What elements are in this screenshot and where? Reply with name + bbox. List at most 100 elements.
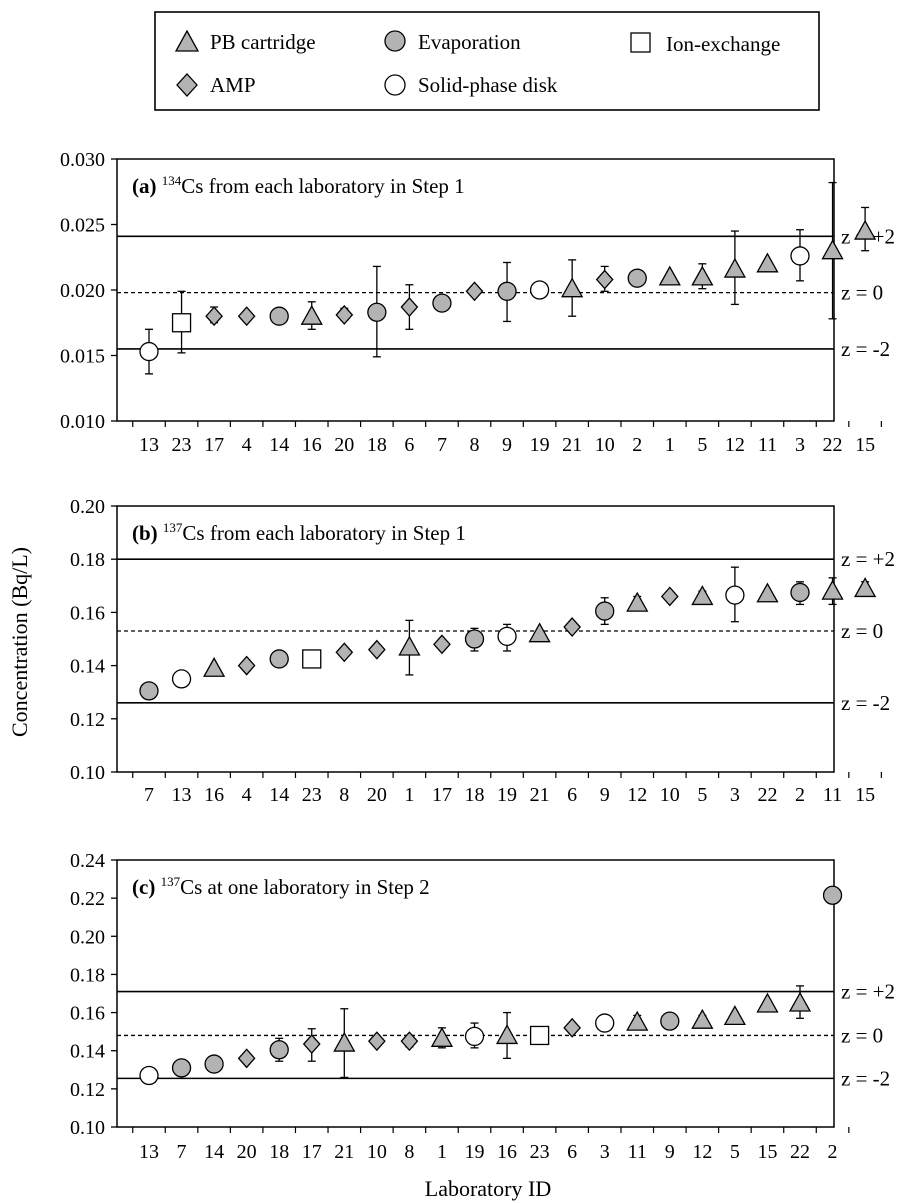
chart-panel-2: 0.10 0.12 0.14 0.16 0.18 0.20 z = +2 z = 0 z = -… [70,496,895,806]
x-tick-label: 11 [628,1141,647,1163]
x-tick-label: 12 [627,784,647,806]
reference-line-label: z = +2 [841,547,895,571]
y-tick-label: 0.16 [70,602,105,624]
data-point-lab-12 [626,591,649,612]
data-point-lab-15 [853,577,877,598]
data-point-lab-2 [822,885,843,905]
marker-evap [204,1054,224,1074]
plot-frame [116,505,835,773]
x-tick-label: 10 [660,784,680,806]
data-point-lab-10 [367,1031,386,1052]
x-tick-label: 18 [367,434,387,456]
data-point-lab-10 [595,265,614,292]
x-tick-label: 19 [465,1141,485,1163]
marker-evap [269,649,289,669]
panels: 0.010 0.015 0.020 0.025 0.030 z = +2 z = 0 z = … [60,149,895,1163]
x-tick-label: 13 [139,434,159,456]
y-tick-label: 0.16 [70,1003,105,1025]
y-tick-label: 0.22 [70,888,105,910]
reference-line-label: z = +2 [841,980,895,1004]
data-point-lab-22 [821,181,844,320]
x-tick-label: 22 [790,1141,810,1163]
data-point-lab-10 [660,586,679,607]
x-tick-label: 8 [404,1141,414,1163]
marker-amp [563,617,582,638]
data-point-lab-12 [691,1008,714,1029]
data-point-lab-13 [139,1065,159,1086]
x-tick-label: 13 [172,784,192,806]
x-tick-label: 11 [823,784,842,806]
data-point-lab-16 [300,301,323,330]
legend-ion-label: Ion-exchange [666,32,780,56]
data-point-lab-14 [269,306,289,326]
marker-amp [237,306,256,327]
x-tick-label: 4 [242,784,252,806]
y-tick-label: 0.14 [70,656,105,678]
x-tick-label: 12 [725,434,745,456]
x-tick-label: 19 [497,784,517,806]
data-point-lab-21 [528,622,551,643]
data-point-lab-20 [237,1048,256,1069]
data-point-lab-11 [821,577,844,606]
data-point-lab-13 [171,669,192,689]
x-tick-label: 6 [567,1141,577,1163]
y-tick-label: 0.12 [70,1079,105,1101]
data-point-lab-20 [367,639,386,660]
data-point-lab-2 [627,268,647,288]
marker-pb [691,265,714,286]
marker-spd [790,246,810,266]
data-point-lab-17 [302,1028,321,1062]
data-point-lab-15 [853,206,877,252]
legend-ion-marker-icon [630,32,651,53]
data-point-lab-5 [691,263,714,290]
marker-pb [495,1024,519,1045]
marker-pb [821,579,844,600]
x-tick-label: 17 [302,1141,322,1163]
data-point-lab-5 [691,585,714,606]
marker-ion [529,1025,550,1046]
y-tick-label: 0.030 [60,149,105,171]
marker-amp [335,304,354,325]
marker-pb [821,239,844,260]
data-point-lab-21 [333,1008,356,1079]
legend-amp-label: AMP [210,73,256,97]
x-tick-label: 23 [302,784,322,806]
marker-pb [202,656,226,677]
marker-spd [497,626,517,646]
y-tick-label: 0.020 [60,280,105,302]
data-point-lab-7 [171,1058,192,1078]
reference-line-label: z = 0 [841,619,883,643]
x-tick-label: 3 [730,784,740,806]
marker-evap [269,1040,289,1060]
marker-amp [367,639,386,660]
legend-spd-label: Solid-phase disk [418,73,558,97]
x-tick-label: 17 [432,784,452,806]
marker-pb [853,577,877,598]
reference-line-label: z = 0 [841,281,883,305]
x-tick-label: 6 [404,434,414,456]
legend-pb-label: PB cartridge [210,30,316,54]
x-tick-label: 2 [795,784,805,806]
reference-line-label: z = -2 [841,691,890,715]
marker-pb [756,252,779,273]
x-tick-label: 18 [465,784,485,806]
y-tick-label: 0.24 [70,850,105,872]
x-tick-label: 1 [437,1141,447,1163]
marker-evap [432,293,452,313]
marker-evap [171,1058,192,1078]
data-point-lab-17 [433,634,451,655]
legend-evap-label: Evaporation [418,30,521,54]
x-tick-label: 1 [665,434,675,456]
y-tick-label: 0.12 [70,709,105,731]
data-point-lab-16 [495,1011,519,1059]
x-tick-label: 5 [697,434,707,456]
marker-spd [464,1026,485,1047]
x-tick-label: 9 [665,1141,675,1163]
x-tick-label: 5 [697,784,707,806]
marker-spd [595,1013,615,1033]
y-tick-label: 0.14 [70,1041,105,1063]
panel-title: (b) 137Cs from each laboratory in Step 1 [132,520,466,545]
x-tick-label: 2 [828,1141,838,1163]
x-tick-label: 6 [567,784,577,806]
